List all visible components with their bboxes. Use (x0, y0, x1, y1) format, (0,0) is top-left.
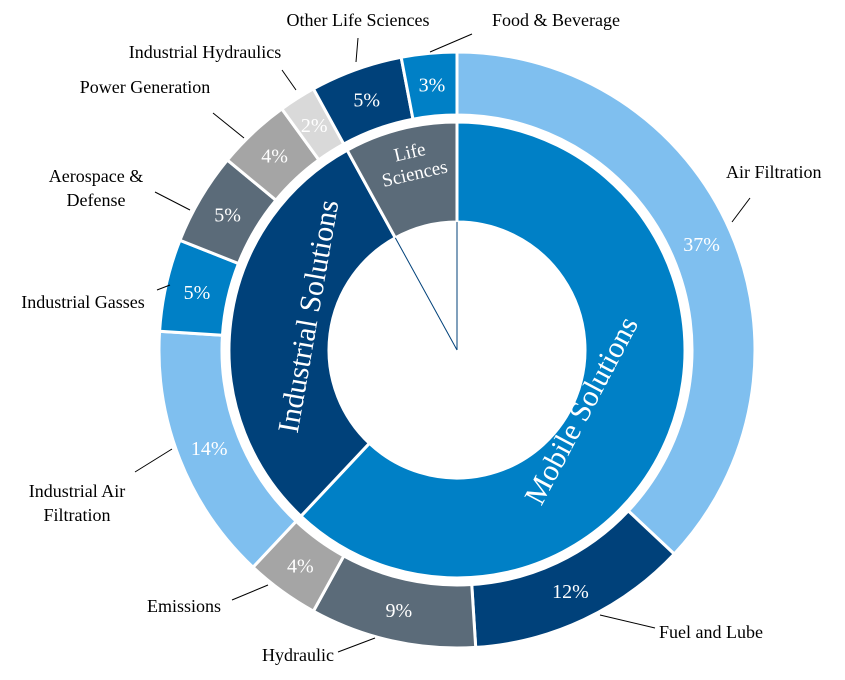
leader-line-food-and-beverage (429, 33, 473, 53)
center-lines (394, 222, 458, 351)
category-label-food-and-beverage: Food & Beverage (492, 10, 620, 30)
category-label-power-generation: Power Generation (80, 77, 210, 97)
inner-slice-life-sciences (345, 120, 459, 240)
value-label-industrial-hydraulics: 2% (301, 115, 328, 137)
value-label-other-life-sciences: 5% (353, 89, 380, 111)
value-label-power-generation: 4% (261, 146, 288, 168)
leader-line-fuel-and-lube (599, 614, 656, 629)
inner-slice-mobile-solutions (298, 120, 687, 580)
leader-line-industrial-gasses (156, 284, 171, 291)
leader-line-industrial-air-filtration (134, 448, 173, 473)
value-label-air-filtration: 37% (683, 234, 720, 256)
outer-slice-food-and-beverage (399, 50, 459, 121)
outer-slice-air-filtration (455, 50, 757, 557)
leader-line-emissions (231, 584, 269, 601)
value-label-emissions: 4% (287, 556, 314, 578)
center-line-1 (394, 237, 458, 351)
category-label-hydraulic: Hydraulic (262, 645, 334, 665)
leader-line-aerospace-and-defense (154, 191, 191, 211)
category-label-fuel-and-lube: Fuel and Lube (659, 622, 763, 642)
value-label-food-and-beverage: 3% (419, 75, 446, 97)
leader-line-industrial-hydraulics (281, 69, 297, 91)
leader-line-air-filtration (731, 197, 751, 223)
value-label-industrial-gasses: 5% (184, 282, 211, 304)
inner-slice-industrial-solutions (227, 148, 398, 519)
leader-line-other-life-sciences (355, 37, 359, 63)
value-label-aerospace-and-defense: 5% (214, 204, 241, 226)
leader-line-power-generation (212, 112, 245, 139)
value-label-fuel-and-lube: 12% (552, 581, 589, 603)
value-label-industrial-air-filtration: 14% (191, 438, 228, 460)
category-label-industrial-gasses: Industrial Gasses (21, 292, 144, 312)
category-label-emissions: Emissions (147, 596, 221, 616)
category-labels: Air Filtration Fuel and Lube Hydraulic Emis… (21, 10, 821, 665)
category-label-industrial-hydraulics: Industrial Hydraulics (129, 42, 281, 62)
category-label-industrial-air-filtration: Industrial Air Filtration (29, 481, 126, 525)
category-label-other-life-sciences: Other Life Sciences (287, 10, 430, 30)
category-label-air-filtration: Air Filtration (726, 162, 822, 182)
leader-line-hydraulic (337, 637, 376, 653)
category-label-aerospace-and-defense: Aerospace & Defense (49, 166, 143, 210)
value-label-hydraulic: 9% (386, 600, 413, 622)
outer-ring: 37% 12% 9% 4% 14% 5% 5% 4% 2% 5% 3% (157, 50, 757, 650)
